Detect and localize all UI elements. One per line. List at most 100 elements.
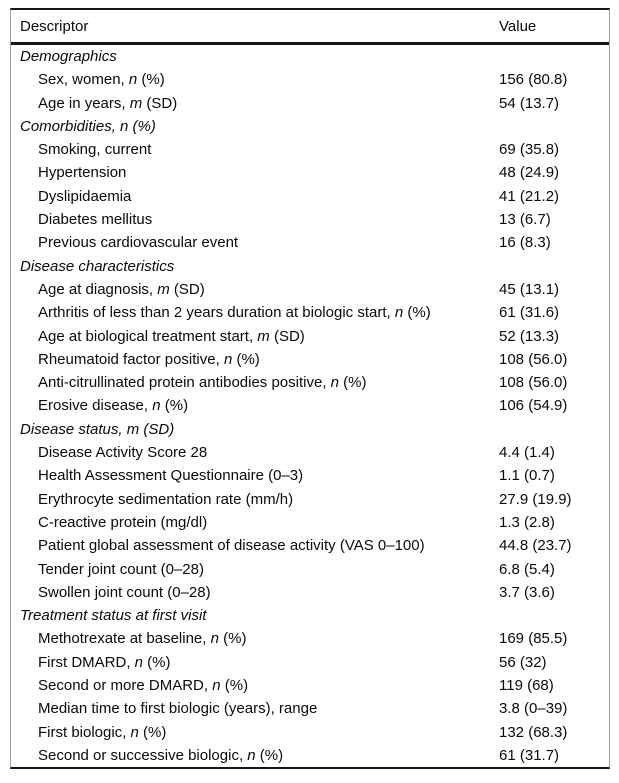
table-row: Age at diagnosis, m (SD) 45 (13.1) bbox=[11, 278, 609, 301]
label-text: Anti-citrullinated protein antibodies po… bbox=[38, 374, 331, 392]
row-label: Median time to first biologic (years), r… bbox=[11, 697, 499, 720]
section-row: Demographics bbox=[11, 45, 609, 68]
label-text: Swollen joint count (0–28) bbox=[38, 583, 211, 601]
label-text: (%) bbox=[339, 374, 367, 392]
row-value: 156 (80.8) bbox=[499, 71, 568, 89]
label-text: (%) bbox=[137, 71, 165, 89]
label-text: Sex, women, bbox=[38, 71, 129, 89]
label-text: (%) bbox=[255, 746, 284, 764]
label-text: Median time to first biologic (years), r… bbox=[38, 700, 318, 718]
label-variable: n bbox=[128, 71, 138, 89]
row-label: Hypertension bbox=[11, 161, 499, 184]
table-row: Tender joint count (0–28) 6.8 (5.4) bbox=[11, 558, 609, 581]
baseline-characteristics-table: Descriptor Value Demographics Sex, women… bbox=[10, 8, 610, 770]
label-text: Dyslipidaemia bbox=[38, 187, 132, 205]
label-text: Diabetes mellitus bbox=[38, 211, 153, 229]
label-variable: n bbox=[247, 746, 256, 764]
table-row: Sex, women, n (%) 156 (80.8) bbox=[11, 68, 609, 91]
row-label: Methotrexate at baseline, n (%) bbox=[11, 627, 499, 650]
row-value: 54 (13.7) bbox=[499, 94, 560, 112]
row-label: First biologic, n (%) bbox=[11, 721, 499, 744]
table-row: Age at biological treatment start, m (SD… bbox=[11, 325, 609, 348]
label-variable: n bbox=[223, 350, 233, 368]
label-text: Erythrocyte sedimentation rate (mm/h) bbox=[38, 490, 294, 508]
table-row: Hypertension 48 (24.9) bbox=[11, 161, 609, 184]
label-variable: n bbox=[330, 374, 340, 392]
row-value: 48 (24.9) bbox=[499, 164, 560, 182]
table-row: Disease Activity Score 28 4.4 (1.4) bbox=[11, 441, 609, 464]
row-value: 3.7 (3.6) bbox=[499, 583, 555, 601]
label-text: Health Assessment Questionnaire (0–3) bbox=[38, 467, 304, 485]
row-label: Swollen joint count (0–28) bbox=[11, 581, 499, 604]
row-value: 1.1 (0.7) bbox=[499, 467, 555, 485]
section-title: Treatment status at first visit bbox=[20, 607, 207, 625]
row-label: Rheumatoid factor positive, n (%) bbox=[11, 348, 499, 371]
row-value: 52 (13.3) bbox=[499, 327, 560, 345]
row-label: Disease Activity Score 28 bbox=[11, 441, 499, 464]
row-value: 4.4 (1.4) bbox=[499, 444, 555, 462]
table-row: Second or successive biologic, n (%) 61 (… bbox=[11, 744, 609, 767]
row-value: 119 (68) bbox=[499, 677, 554, 695]
row-value: 45 (13.1) bbox=[499, 280, 560, 298]
section-title: Comorbidities, n (%) bbox=[20, 117, 156, 135]
label-text: (%) bbox=[403, 304, 431, 322]
table-row: Age in years, m (SD) 54 (13.7) bbox=[11, 92, 609, 115]
table-row: Smoking, current 69 (35.8) bbox=[11, 138, 609, 161]
row-label: Dyslipidaemia bbox=[11, 185, 499, 208]
row-value: 3.8 (0–39) bbox=[499, 700, 568, 718]
label-text: (%) bbox=[138, 723, 167, 741]
table-row: Second or more DMARD, n (%) 119 (68) bbox=[11, 674, 609, 697]
row-label: Age at diagnosis, m (SD) bbox=[11, 278, 499, 301]
row-value: 13 (6.7) bbox=[499, 211, 551, 229]
label-text: (%) bbox=[160, 397, 189, 415]
table-row: Swollen joint count (0–28) 3.7 (3.6) bbox=[11, 581, 609, 604]
section-row: Disease characteristics bbox=[11, 255, 609, 278]
label-text: Arthritis of less than 2 years duration … bbox=[38, 304, 395, 322]
label-text: First DMARD, bbox=[38, 653, 135, 671]
row-value: 169 (85.5) bbox=[499, 630, 568, 648]
table-row: Health Assessment Questionnaire (0–3) 1.1… bbox=[11, 464, 609, 487]
table-row: Diabetes mellitus 13 (6.7) bbox=[11, 208, 609, 231]
row-label: Arthritis of less than 2 years duration … bbox=[11, 301, 499, 324]
row-value: 44.8 (23.7) bbox=[499, 537, 572, 555]
label-text: Previous cardiovascular event bbox=[38, 234, 239, 252]
row-value: 1.3 (2.8) bbox=[499, 513, 555, 531]
row-label: Health Assessment Questionnaire (0–3) bbox=[11, 464, 499, 487]
row-label: Second or successive biologic, n (%) bbox=[11, 744, 499, 767]
section-title: Disease status, m (SD) bbox=[20, 420, 175, 438]
label-text: (SD) bbox=[142, 94, 178, 112]
label-text: Hypertension bbox=[38, 164, 127, 182]
table-row: Rheumatoid factor positive, n (%) 108 (56… bbox=[11, 348, 609, 371]
row-label: Anti-citrullinated protein antibodies po… bbox=[11, 371, 499, 394]
section-row: Disease status, m (SD) bbox=[11, 418, 609, 441]
table-row: Erosive disease, n (%) 106 (54.9) bbox=[11, 394, 609, 417]
table-row: Arthritis of less than 2 years duration … bbox=[11, 301, 609, 324]
label-text: Second or successive biologic, bbox=[38, 746, 248, 764]
label-variable: n bbox=[130, 723, 139, 741]
table-header-row: Descriptor Value bbox=[11, 10, 609, 45]
row-value: 6.8 (5.4) bbox=[499, 560, 555, 578]
label-variable: m bbox=[257, 327, 270, 345]
label-variable: n bbox=[134, 653, 144, 671]
label-text: Smoking, current bbox=[38, 141, 152, 159]
row-value: 106 (54.9) bbox=[499, 397, 568, 415]
row-label: Age in years, m (SD) bbox=[11, 92, 499, 115]
label-text: Erosive disease, bbox=[38, 397, 153, 415]
table-row: C-reactive protein (mg/dl) 1.3 (2.8) bbox=[11, 511, 609, 534]
label-text: First biologic, bbox=[38, 723, 131, 741]
row-value: 61 (31.6) bbox=[499, 304, 560, 322]
row-value: 132 (68.3) bbox=[499, 723, 568, 741]
column-header-descriptor: Descriptor bbox=[20, 17, 89, 35]
label-text: Second or more DMARD, bbox=[38, 677, 213, 695]
row-value: 108 (56.0) bbox=[499, 350, 568, 368]
table-row: Methotrexate at baseline, n (%) 169 (85.5… bbox=[11, 627, 609, 650]
row-label: Erythrocyte sedimentation rate (mm/h) bbox=[11, 488, 499, 511]
label-text: (SD) bbox=[169, 280, 205, 298]
label-text: (SD) bbox=[269, 327, 305, 345]
table-row: First biologic, n (%) 132 (68.3) bbox=[11, 721, 609, 744]
label-text: Disease Activity Score 28 bbox=[38, 444, 208, 462]
label-text: (%) bbox=[143, 653, 171, 671]
label-text: Methotrexate at baseline, bbox=[38, 630, 211, 648]
label-variable: m bbox=[129, 94, 143, 112]
